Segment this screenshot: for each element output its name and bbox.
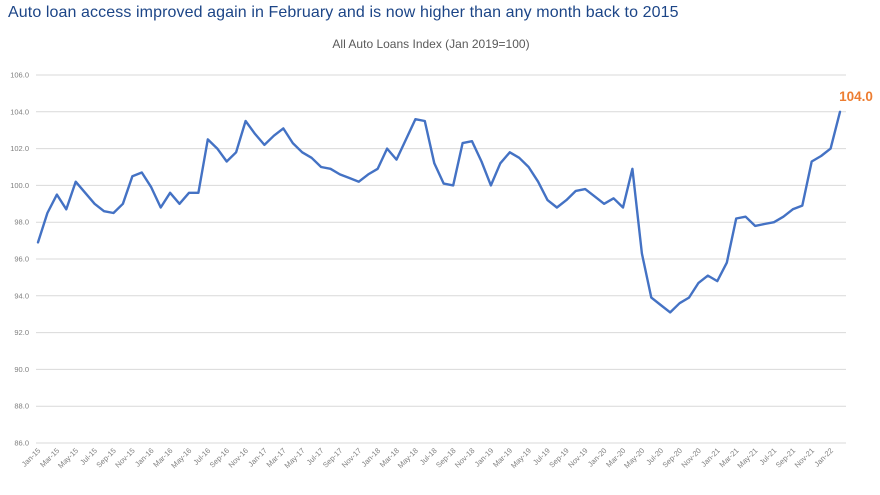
- x-axis-tick-label: May-18: [396, 446, 420, 470]
- series-end-value-label: 104.0: [839, 89, 873, 104]
- y-axis-tick-label: 88.0: [14, 402, 29, 411]
- y-axis-tick-label: 106.0: [10, 71, 29, 80]
- x-axis-tick-label: Jan-15: [20, 446, 43, 469]
- y-axis-tick-label: 104.0: [10, 107, 29, 116]
- y-axis-tick-label: 96.0: [14, 255, 29, 264]
- x-axis-tick-label: Sep-18: [434, 446, 457, 469]
- x-axis-tick-label: Nov-18: [453, 446, 476, 469]
- x-axis-tick-label: May-16: [169, 446, 193, 470]
- x-axis-tick-label: Sep-16: [208, 446, 231, 469]
- x-axis-tick-label: Sep-17: [321, 446, 344, 469]
- x-axis-tick-label: Nov-15: [113, 446, 136, 469]
- x-axis-tick-label: Sep-20: [661, 446, 684, 469]
- x-axis-tick-label: Jan-18: [360, 446, 383, 469]
- y-axis-tick-label: 102.0: [10, 144, 29, 153]
- page-title: Auto loan access improved again in Febru…: [8, 4, 679, 21]
- x-axis-tick-label: Jan-19: [473, 446, 496, 469]
- x-axis-tick-label: Sep-15: [94, 446, 117, 469]
- chart-title: All Auto Loans Index (Jan 2019=100): [332, 37, 530, 51]
- x-axis-tick-label: Sep-19: [547, 446, 570, 469]
- x-axis-tick-label: Sep-21: [774, 446, 797, 469]
- x-axis-tick-label: Nov-21: [793, 446, 816, 469]
- y-axis-tick-label: 100.0: [10, 181, 29, 190]
- x-axis-tick-label: Jan-16: [133, 446, 156, 469]
- auto-loans-series-line: [36, 110, 842, 314]
- x-axis-tick-label: Jan-21: [699, 446, 722, 469]
- x-axis-tick-label: Jan-17: [246, 446, 269, 469]
- x-axis-tick-label: May-21: [735, 446, 759, 470]
- y-axis-tick-label: 92.0: [14, 328, 29, 337]
- x-axis-tick-label: Nov-17: [340, 446, 363, 469]
- y-axis-tick-label: 98.0: [14, 218, 29, 227]
- y-axis-tick-label: 90.0: [14, 365, 29, 374]
- x-axis-tick-label: May-17: [283, 446, 307, 470]
- x-axis-tick-label: Jan-20: [586, 446, 609, 469]
- x-axis-tick-label: May-15: [56, 446, 80, 470]
- x-axis-tick-label: May-19: [509, 446, 533, 470]
- x-axis-tick-label: Nov-19: [566, 446, 589, 469]
- y-axis-tick-label: 86.0: [14, 439, 29, 448]
- y-axis-tick-label: 94.0: [14, 291, 29, 300]
- x-axis-tick-label: May-20: [622, 446, 646, 470]
- x-axis-tick-label: Nov-16: [227, 446, 250, 469]
- x-axis-tick-label: Nov-20: [679, 446, 702, 469]
- x-axis-tick-label: Jan-22: [812, 446, 835, 469]
